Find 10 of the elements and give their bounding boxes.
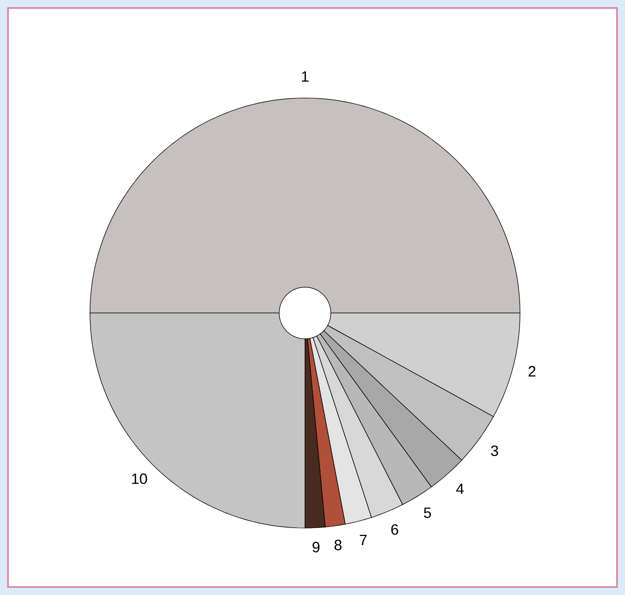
slice-label: 6 bbox=[391, 524, 398, 535]
slice-label: 10 bbox=[132, 473, 148, 484]
slice-label: 3 bbox=[491, 445, 498, 456]
slice-label: 8 bbox=[334, 540, 342, 550]
slice-label: 2 bbox=[528, 366, 536, 376]
slice-label: 7 bbox=[360, 534, 367, 546]
slice-label: 9 bbox=[312, 542, 320, 552]
slice-label: 4 bbox=[456, 484, 464, 494]
slice-label: 1 bbox=[302, 71, 308, 82]
slice-label: 5 bbox=[424, 508, 431, 518]
